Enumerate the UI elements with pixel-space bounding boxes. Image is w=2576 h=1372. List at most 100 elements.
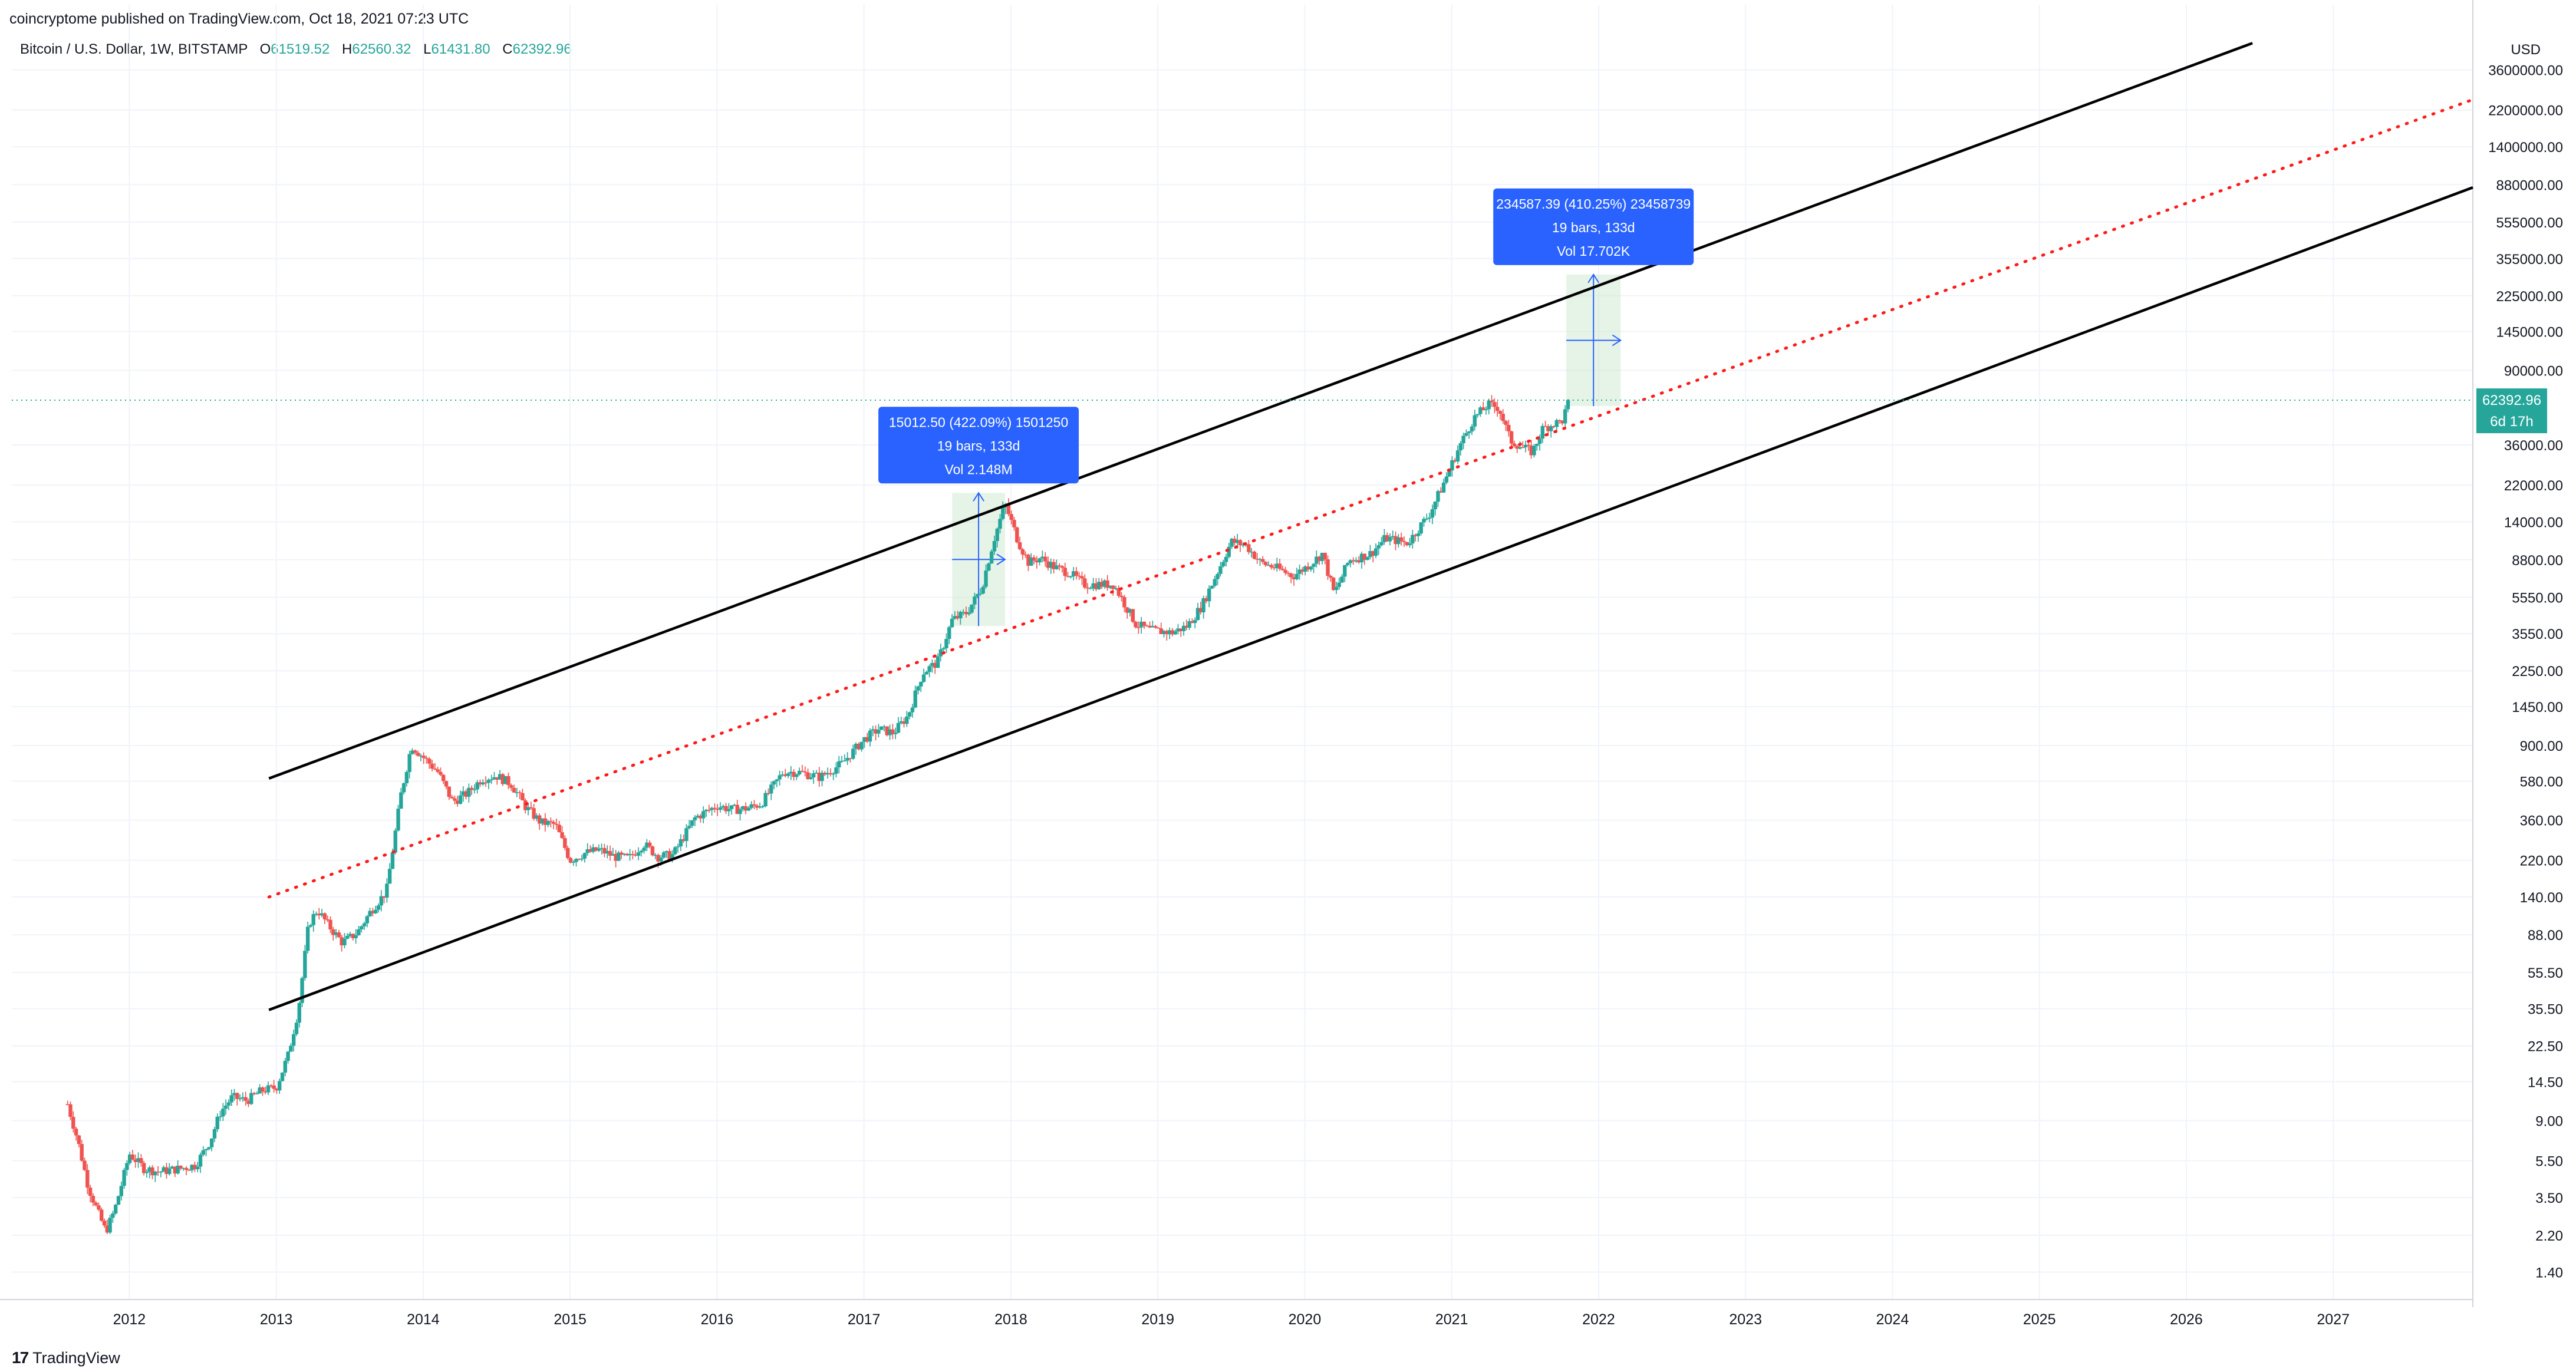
candle-body: [538, 815, 542, 824]
price-tick-label: 22000.00: [2504, 478, 2563, 494]
candle-body: [964, 612, 969, 615]
close-label: C: [502, 41, 513, 57]
candle-body: [1512, 443, 1517, 446]
candle-body: [1447, 470, 1451, 477]
candle-body: [483, 782, 488, 784]
candle-body: [212, 1129, 217, 1139]
candle-body: [1060, 566, 1065, 568]
candle-body: [591, 847, 595, 852]
candle-body: [687, 826, 691, 829]
candle-body: [563, 838, 567, 848]
candle-body: [1493, 402, 1497, 407]
candle-body: [1405, 542, 1409, 546]
candle-body: [664, 851, 669, 853]
candle-body: [1261, 559, 1265, 562]
candle-body: [953, 616, 957, 619]
candle-body: [800, 770, 805, 772]
candle-body: [571, 862, 575, 863]
candle-body: [1320, 553, 1325, 561]
candle-body: [207, 1147, 211, 1149]
candle-body: [85, 1170, 90, 1188]
candle-body: [1425, 518, 1429, 520]
candle-body: [1518, 447, 1522, 449]
candle-body: [1187, 621, 1191, 628]
candle-body: [992, 541, 997, 552]
candle-body: [1277, 563, 1282, 569]
candle-body: [1097, 582, 1101, 589]
candle-body: [639, 850, 643, 853]
candle-body: [1526, 444, 1531, 446]
candle-body: [837, 761, 841, 768]
last-price-label: 62392.96: [2482, 393, 2541, 408]
candle-body: [893, 733, 898, 734]
candle-body: [809, 777, 813, 779]
candle-body: [455, 800, 460, 804]
projection-label: 234587.39 (410.25%) 23458739 19 bars, 133…: [1493, 188, 1694, 265]
candle-body: [1303, 566, 1307, 572]
channel-upper-line: [268, 42, 2253, 780]
candle-body: [469, 787, 474, 790]
candle-body: [602, 847, 607, 854]
projection-label-text: Vol 17.702K: [1557, 243, 1630, 259]
candle-body: [390, 852, 395, 869]
candle-body: [258, 1087, 262, 1094]
candle-body: [1207, 588, 1211, 602]
candle-body: [1543, 426, 1547, 427]
candle-body: [950, 618, 954, 628]
candle-body: [865, 737, 869, 742]
candle-body: [1131, 609, 1135, 622]
candle-body: [297, 1002, 301, 1023]
candle-body: [1156, 627, 1161, 629]
candle-body: [351, 934, 355, 938]
candle-body: [515, 792, 519, 793]
candle-body: [303, 951, 307, 978]
candle-body: [633, 855, 638, 856]
candle-body: [1345, 563, 1350, 565]
candle-body: [907, 712, 912, 717]
candle-body: [1057, 565, 1062, 566]
candle-body: [1269, 565, 1273, 568]
candle-body: [1441, 482, 1446, 493]
low-value: 61431.80: [431, 41, 490, 57]
candle-body: [1478, 407, 1483, 414]
candle-body: [715, 809, 720, 810]
candle-body: [357, 929, 361, 936]
candle-body: [786, 773, 790, 776]
candle-body: [625, 853, 629, 856]
candle-body: [136, 1158, 140, 1162]
candle-body: [190, 1165, 194, 1170]
candle-body: [1266, 565, 1271, 566]
candle-body: [1357, 560, 1361, 563]
candle-body: [721, 806, 725, 808]
time-axis: 2012 2013 2014 2015 2016 2017 2018 2019 2020 2021…: [113, 1311, 2350, 1328]
candle-body: [319, 913, 324, 916]
price-tick-label: 3600000.00: [2488, 63, 2563, 79]
candle-body: [1481, 407, 1485, 411]
candle-body: [877, 730, 881, 734]
candle-body: [532, 808, 536, 819]
candle-body: [1026, 555, 1030, 566]
candle-body: [376, 905, 381, 910]
candle-body: [1537, 438, 1542, 444]
candle-body: [232, 1093, 236, 1096]
candle-body: [905, 716, 909, 724]
candle-body: [854, 744, 858, 749]
candle-body: [396, 809, 400, 831]
candle-body: [1080, 576, 1084, 579]
tradingview-brand: TradingView: [32, 1348, 120, 1367]
time-tick-label: 2012: [113, 1311, 146, 1328]
candle-body: [478, 782, 482, 784]
candle-body: [998, 519, 1002, 529]
candle-body: [1023, 554, 1027, 556]
candle-body: [701, 811, 706, 819]
candle-body: [1557, 420, 1562, 421]
candle-body: [605, 850, 610, 854]
candle-body: [1153, 626, 1158, 628]
candle-body: [83, 1160, 87, 1170]
candle-body: [100, 1209, 104, 1221]
price-tick-label: 145000.00: [2496, 325, 2563, 341]
candle-body: [1444, 476, 1449, 483]
candle-body: [1043, 556, 1047, 562]
price-tick-label: 2250.00: [2512, 664, 2563, 680]
